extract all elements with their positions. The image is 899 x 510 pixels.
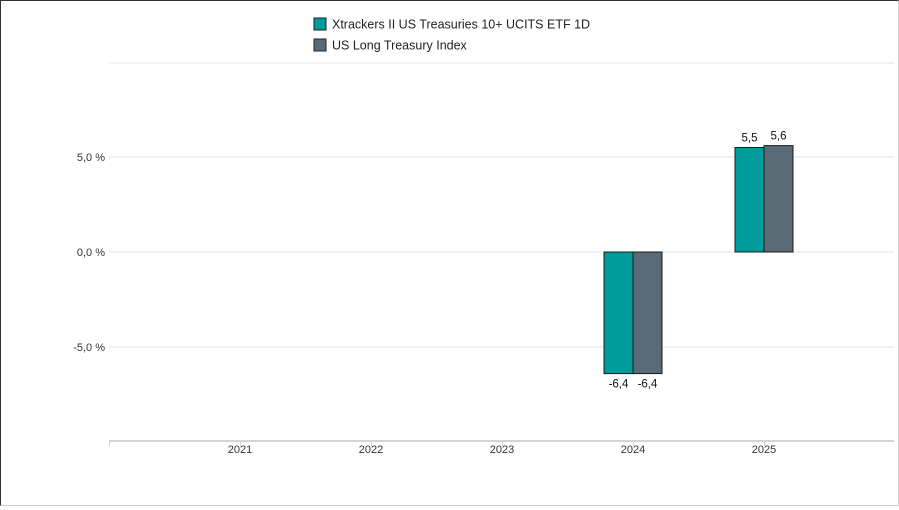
data-label-2025-series-1: 5,5	[742, 133, 758, 145]
x-tick-label-2025: 2025	[752, 444, 776, 456]
bar-2024-series-1	[603, 251, 634, 375]
chart-legend: Xtrackers II US Treasuries 10+ UCITS ETF…	[313, 17, 590, 53]
legend-label-1: Xtrackers II US Treasuries 10+ UCITS ETF…	[332, 18, 590, 32]
y-tick-label-3: -5,0 %	[73, 342, 105, 354]
x-tick-label-2023: 2023	[490, 444, 514, 456]
bar-2024-series-2	[632, 251, 663, 375]
legend-swatch-1	[313, 17, 327, 31]
bar-2025-series-2	[763, 145, 794, 253]
data-label-2025-series-2: 5,6	[771, 131, 787, 143]
y-tick-label-1: 5,0 %	[77, 152, 105, 164]
y-tick-label-2: 0,0 %	[77, 247, 105, 259]
bar-2025-series-1	[734, 147, 765, 253]
legend-swatch-2	[313, 38, 327, 52]
data-label-2024-series-1: -6,4	[609, 379, 629, 391]
x-tick-label-2022: 2022	[359, 444, 383, 456]
y-axis: 5,0 % 0,0 % -5,0 %	[73, 152, 105, 354]
data-label-2024-series-2: -6,4	[638, 379, 658, 391]
x-tick-label-2021: 2021	[228, 444, 252, 456]
x-tick-label-2024: 2024	[621, 444, 645, 456]
legend-label-2: US Long Treasury Index	[332, 39, 468, 53]
x-axis: 2021 2022 2023 2024 2025	[109, 440, 894, 456]
data-labels: -6,4 -6,4 5,5 5,6	[609, 131, 787, 391]
bars	[603, 145, 794, 375]
